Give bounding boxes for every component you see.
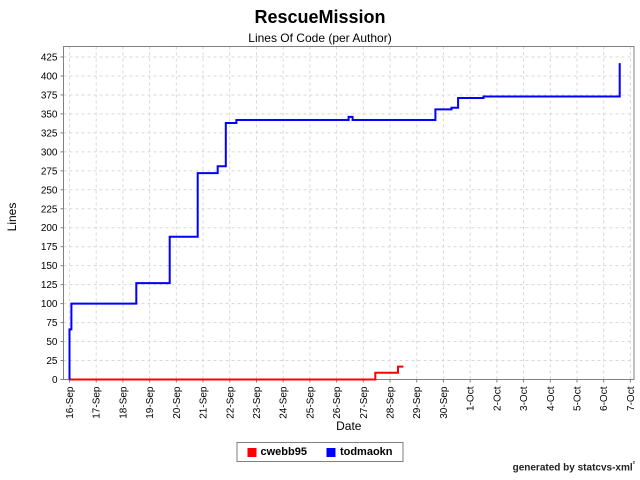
y-tick-label: 250	[41, 185, 58, 196]
y-tick-label: 350	[41, 109, 58, 120]
legend-swatch-red	[247, 447, 257, 457]
generator-credit: generated by statcvs-xml²	[513, 461, 635, 473]
y-tick-label: 25	[46, 356, 58, 367]
x-tick-label: 23-Sep	[252, 386, 263, 419]
y-tick-label: 325	[41, 128, 58, 139]
x-tick-label: 17-Sep	[92, 386, 103, 419]
y-tick-label: 375	[41, 90, 58, 101]
y-tick-label: 175	[41, 242, 58, 253]
y-tick-label: 150	[41, 261, 58, 272]
x-tick-label: 30-Sep	[439, 386, 450, 419]
y-tick-label: 125	[41, 280, 58, 291]
x-tick-label: 2-Oct	[492, 386, 503, 411]
x-tick-label: 24-Sep	[279, 386, 290, 419]
x-tick-label: 25-Sep	[305, 386, 316, 419]
x-tick-label: 29-Sep	[412, 386, 423, 419]
y-tick-label: 225	[41, 204, 58, 215]
x-tick-label: 1-Oct	[466, 386, 477, 411]
legend-item-cwebb95: cwebb95	[247, 446, 307, 458]
x-tick-label: 28-Sep	[386, 386, 397, 419]
generator-credit-text: generated by statcvs-xml	[512, 462, 633, 474]
x-tick-label: 3-Oct	[519, 386, 530, 411]
y-tick-label: 0	[52, 375, 58, 386]
y-tick-label: 400	[41, 71, 58, 82]
series-line-cwebb95	[69, 365, 404, 381]
x-tick-label: 16-Sep	[65, 386, 76, 419]
legend-swatch-blue	[326, 447, 336, 457]
x-tick-label: 22-Sep	[225, 386, 236, 419]
series-line-todmaokn	[68, 63, 621, 380]
y-tick-label: 100	[41, 299, 58, 310]
chart-title: RescueMission	[254, 7, 386, 27]
x-tick-label: 6-Oct	[599, 386, 610, 411]
generator-credit-superscript: ²	[632, 461, 635, 468]
x-tick-label: 27-Sep	[359, 386, 370, 419]
chart-subtitle: Lines Of Code (per Author)	[248, 31, 392, 45]
y-tick-label: 425	[41, 53, 58, 64]
x-tick-label: 19-Sep	[145, 386, 156, 419]
y-tick-label: 50	[46, 337, 58, 348]
x-tick-label: 26-Sep	[332, 386, 343, 419]
y-axis-title: Lines	[5, 203, 19, 232]
y-tick-label: 275	[41, 166, 58, 177]
legend-item-todmaokn: todmaokn	[326, 446, 393, 458]
y-tick-label: 300	[41, 147, 58, 158]
x-tick-label: 4-Oct	[546, 386, 557, 411]
chart-legend: cwebb95 todmaokn	[236, 442, 404, 462]
x-tick-label: 21-Sep	[199, 386, 210, 419]
x-axis-title: Date	[336, 419, 362, 433]
x-tick-label: 7-Oct	[626, 386, 637, 411]
legend-label: todmaokn	[339, 446, 393, 458]
y-tick-label: 200	[41, 223, 58, 234]
y-tick-label: 75	[46, 318, 58, 329]
legend-label: cwebb95	[260, 446, 307, 458]
x-tick-label: 5-Oct	[572, 386, 583, 411]
x-tick-label: 20-Sep	[172, 386, 183, 419]
x-tick-label: 18-Sep	[118, 386, 129, 419]
